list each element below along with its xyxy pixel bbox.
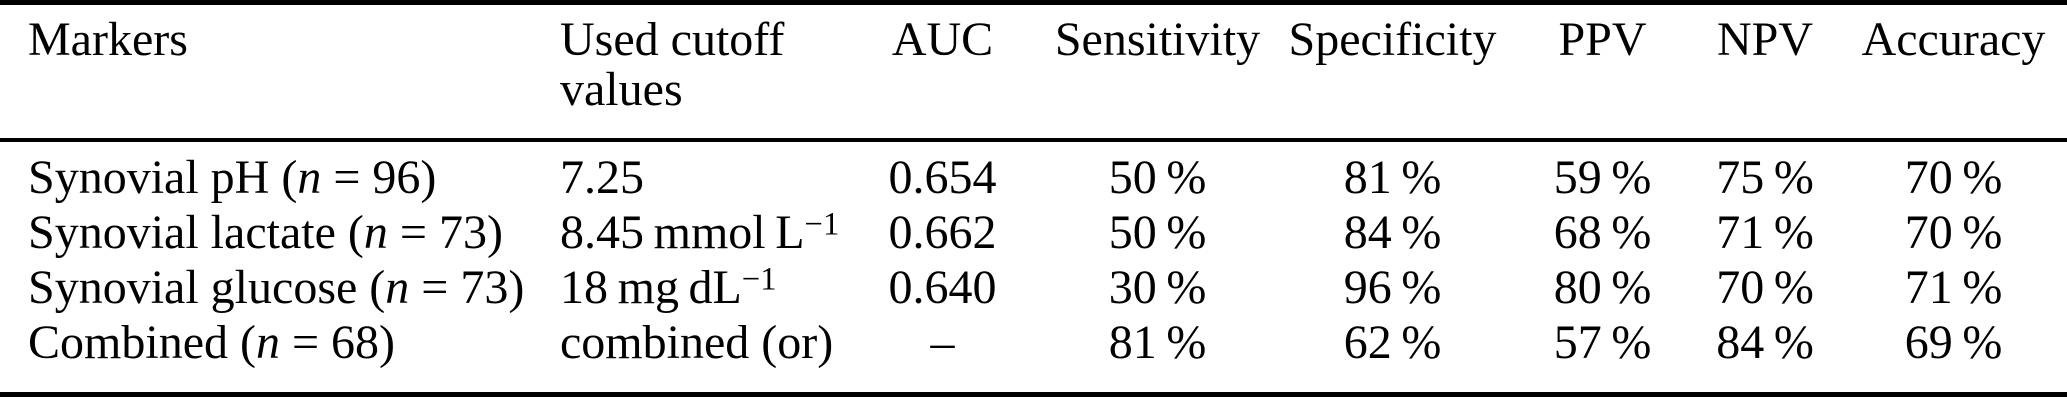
column-header-cutoff: Used cutoff values bbox=[560, 2, 840, 142]
cell-specificity: 96 % bbox=[1343, 260, 1442, 314]
cell-cutoff: 18 mg dL−1 bbox=[560, 260, 840, 315]
cell-accuracy: 70 % bbox=[1904, 150, 2003, 204]
marker-n-value: = 68) bbox=[279, 315, 396, 369]
cell-npv: 75 % bbox=[1716, 150, 1814, 204]
cutoff-exponent: −1 bbox=[804, 205, 840, 242]
cell-sensitivity: 50 % bbox=[1108, 205, 1207, 259]
cell-marker: Synovial lactate (n = 73) bbox=[0, 205, 560, 260]
column-header-npv: NPV bbox=[1690, 2, 1840, 142]
column-header-specificity: Specificity bbox=[1270, 2, 1515, 142]
table-row-synovial-glucose: Synovial glucose (n = 73) 18 mg dL−1 0.6… bbox=[0, 260, 2067, 315]
header-label: AUC bbox=[891, 13, 994, 66]
cell-accuracy: 69 % bbox=[1904, 315, 2003, 369]
cell-sensitivity: 50 % bbox=[1108, 150, 1207, 204]
cell-ppv: 59 % bbox=[1553, 150, 1652, 204]
cell-accuracy: 70 % bbox=[1904, 205, 2003, 259]
cell-ppv: 80 % bbox=[1553, 260, 1652, 314]
table-body: Synovial pH (n = 96) 7.25 0.654 50 % 81 … bbox=[0, 140, 2067, 395]
cell-cutoff: 8.45 mmol L−1 bbox=[560, 205, 840, 260]
cutoff-value: 18 mg dL bbox=[560, 260, 742, 314]
table-row-synovial-ph: Synovial pH (n = 96) 7.25 0.654 50 % 81 … bbox=[0, 140, 2067, 205]
marker-n-variable: n bbox=[363, 205, 388, 259]
cell-npv: 70 % bbox=[1716, 260, 1814, 314]
column-header-markers: Markers bbox=[0, 2, 560, 142]
header-label: Used cutoff values bbox=[560, 13, 785, 116]
header-label: Accuracy bbox=[1861, 13, 2046, 66]
header-label: NPV bbox=[1716, 13, 1814, 66]
header-label: PPV bbox=[1558, 13, 1647, 66]
cell-accuracy: 71 % bbox=[1904, 260, 2003, 314]
cell-sensitivity: 30 % bbox=[1108, 260, 1207, 314]
cell-marker: Combined (n = 68) bbox=[0, 315, 560, 395]
marker-n-value: = 73) bbox=[387, 205, 503, 259]
cell-npv: 84 % bbox=[1716, 315, 1814, 369]
cell-auc: 0.654 bbox=[888, 150, 997, 204]
cell-ppv: 68 % bbox=[1553, 205, 1652, 259]
marker-n-variable: n bbox=[385, 260, 410, 314]
table-header: Markers Used cutoff values AUC Sensitivi… bbox=[0, 2, 2067, 142]
header-label: Sensitivity bbox=[1054, 13, 1261, 66]
cutoff-value: 8.45 mmol L bbox=[560, 205, 805, 259]
marker-name: Synovial lactate ( bbox=[28, 205, 364, 259]
cell-specificity: 81 % bbox=[1343, 150, 1442, 204]
cell-specificity: 84 % bbox=[1343, 205, 1442, 259]
cutoff-value: 7.25 bbox=[560, 150, 644, 204]
cell-ppv: 57 % bbox=[1553, 315, 1652, 369]
cell-auc: 0.640 bbox=[888, 260, 997, 314]
cell-npv: 71 % bbox=[1716, 205, 1814, 259]
marker-n-variable: n bbox=[297, 150, 322, 204]
table-row-combined: Combined (n = 68) combined (or) – 81 % 6… bbox=[0, 315, 2067, 395]
cell-auc: – bbox=[930, 315, 955, 369]
marker-n-value: = 73) bbox=[409, 260, 525, 314]
header-label: Markers bbox=[28, 13, 188, 66]
cell-specificity: 62 % bbox=[1343, 315, 1442, 369]
header-row: Markers Used cutoff values AUC Sensitivi… bbox=[0, 2, 2067, 142]
cell-marker: Synovial pH (n = 96) bbox=[0, 140, 560, 205]
table-row-synovial-lactate: Synovial lactate (n = 73) 8.45 mmol L−1 … bbox=[0, 205, 2067, 260]
cell-cutoff: combined (or) bbox=[560, 315, 840, 395]
marker-n-value: = 96) bbox=[321, 150, 437, 204]
cell-cutoff: 7.25 bbox=[560, 140, 840, 205]
cell-auc: 0.662 bbox=[888, 205, 997, 259]
cutoff-exponent: −1 bbox=[741, 260, 777, 297]
column-header-auc: AUC bbox=[840, 2, 1045, 142]
marker-name: Combined ( bbox=[28, 315, 256, 369]
marker-name: Synovial glucose ( bbox=[28, 260, 386, 314]
column-header-accuracy: Accuracy bbox=[1840, 2, 2067, 142]
cutoff-value: combined (or) bbox=[560, 315, 834, 369]
header-label: Specificity bbox=[1288, 13, 1497, 66]
marker-name: Synovial pH ( bbox=[28, 150, 298, 204]
column-header-sensitivity: Sensitivity bbox=[1045, 2, 1270, 142]
column-header-ppv: PPV bbox=[1515, 2, 1690, 142]
marker-n-variable: n bbox=[255, 315, 280, 369]
cell-marker: Synovial glucose (n = 73) bbox=[0, 260, 560, 315]
cell-sensitivity: 81 % bbox=[1108, 315, 1207, 369]
